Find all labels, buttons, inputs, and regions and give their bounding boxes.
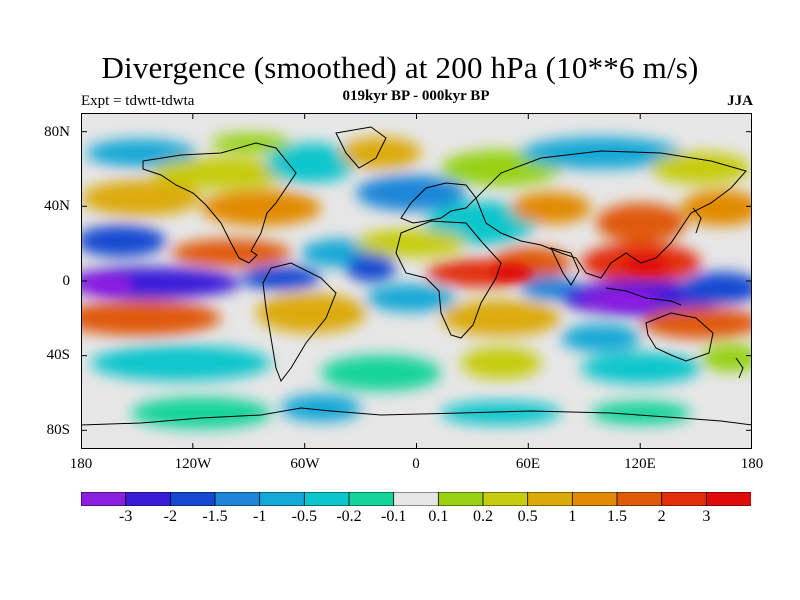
lon-tick-180e: 180 xyxy=(740,456,764,472)
lat-tick-80s: 80S xyxy=(46,422,70,438)
colorbar-segment xyxy=(303,492,350,506)
colorbar-segment xyxy=(661,492,708,506)
colorbar-segment xyxy=(393,492,440,506)
colorbar-segment xyxy=(527,492,574,506)
lon-tick-180w: 180 xyxy=(69,456,93,472)
lat-tick-40s: 40S xyxy=(46,347,70,363)
period-subtitle: 019kyr BP - 000kyr BP xyxy=(342,88,490,104)
colorbar-label: -1.5 xyxy=(202,508,228,525)
lon-tick-120e: 120E xyxy=(624,456,656,472)
colorbar-label: 1.5 xyxy=(607,508,627,525)
colorbar-label: 0.5 xyxy=(517,508,538,525)
colorbar-segment xyxy=(81,492,127,506)
colorbar-label: -0.2 xyxy=(336,508,362,525)
colorbar-segment xyxy=(169,492,216,506)
colorbar-label: -0.5 xyxy=(291,508,317,525)
colorbar-label: 1 xyxy=(568,508,577,525)
lat-tick-0: 0 xyxy=(62,273,71,289)
colorbar-segment xyxy=(705,492,751,506)
colorbar xyxy=(81,492,751,506)
divergence-field xyxy=(81,133,752,429)
axis-ticks xyxy=(81,113,752,449)
lon-tick-60w: 60W xyxy=(290,456,320,472)
colorbar-label: 0.2 xyxy=(473,508,493,525)
colorbar-label: -0.1 xyxy=(380,508,407,525)
colorbar-label: -1 xyxy=(252,508,267,525)
lon-tick-0: 0 xyxy=(412,456,420,472)
season-label: JJA xyxy=(727,93,753,109)
colorbar-segment xyxy=(571,492,618,506)
colorbar-label: 0.1 xyxy=(428,508,449,525)
colorbar-label: -2 xyxy=(163,508,177,525)
colorbar-segment xyxy=(348,492,395,506)
colorbar-label: 3 xyxy=(702,508,711,525)
colorbar-label: 2 xyxy=(657,508,666,525)
colorbar-segment xyxy=(616,492,663,506)
colorbar-segment xyxy=(437,492,484,506)
lat-tick-80n: 80N xyxy=(44,124,70,140)
lat-tick-40n: 40N xyxy=(44,198,70,214)
colorbar-segment xyxy=(482,492,529,506)
coastlines xyxy=(81,126,752,426)
colorbar-segment xyxy=(259,492,306,506)
colorbar-segment xyxy=(125,492,172,506)
lon-tick-120w: 120W xyxy=(174,456,212,472)
divergence-extremes xyxy=(91,257,668,307)
colorbar-label: -3 xyxy=(118,508,133,525)
figure-title: Divergence (smoothed) at 200 hPa (10**6 … xyxy=(101,50,699,85)
divergence-map xyxy=(81,113,752,449)
colorbar-segment xyxy=(214,492,261,506)
lon-tick-60e: 60E xyxy=(515,456,541,472)
experiment-label: Expt = tdwtt-tdwta xyxy=(81,93,195,109)
